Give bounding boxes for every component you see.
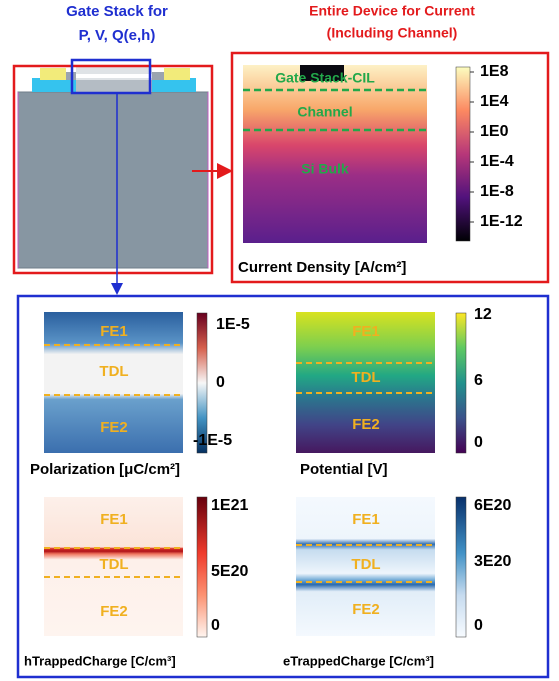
colorbar-label: 6 — [474, 372, 483, 389]
region-label: FE1 — [100, 511, 128, 528]
colorbar — [456, 67, 470, 241]
colorbar-label: 6E20 — [474, 497, 511, 514]
region-label: Si Bulk — [301, 161, 349, 177]
colorbar-label: 3E20 — [474, 553, 511, 570]
device — [18, 66, 208, 268]
region-label: FE1 — [100, 323, 128, 340]
left-title: Gate Stack for — [66, 3, 168, 20]
region-label: Gate Stack-CIL — [275, 70, 375, 86]
colorbar-label: 1E4 — [480, 93, 509, 110]
left-title: P, V, Q(e,h) — [79, 27, 156, 44]
colorbar — [197, 497, 207, 637]
colorbar-label: 12 — [474, 306, 492, 323]
caption: eTrappedCharge [C/cm³] — [283, 653, 434, 668]
region-label: FE2 — [100, 603, 128, 620]
heatmap — [243, 65, 427, 243]
region-label: TDL — [99, 363, 128, 380]
colorbar-label: 1E-5 — [216, 316, 250, 333]
colorbar-label: 0 — [211, 617, 220, 634]
right-title: Entire Device for Current — [309, 3, 475, 19]
figure: Gate Stack for P, V, Q(e,h) Entire Devic… — [0, 0, 559, 681]
colorbar-label: 1E-8 — [480, 183, 514, 200]
caption: Polarization [μC/cm²] — [30, 461, 180, 478]
colorbar-label: 0 — [474, 617, 483, 634]
region-label: Channel — [297, 104, 352, 120]
caption: Potential [V] — [300, 461, 388, 478]
region-label: TDL — [351, 369, 380, 386]
region-label: TDL — [99, 556, 128, 573]
colorbar-label: 0 — [474, 434, 483, 451]
region-label: FE2 — [352, 601, 380, 618]
caption: hTrappedCharge [C/cm³] — [24, 653, 176, 668]
colorbar — [456, 497, 466, 637]
right-title: (Including Channel) — [327, 25, 458, 41]
colorbar-label: 1E21 — [211, 497, 248, 514]
region-label: FE1 — [352, 511, 380, 528]
colorbar-label: 1E0 — [480, 123, 509, 140]
colorbar-label: 1E8 — [480, 63, 509, 80]
colorbar-label: 5E20 — [211, 563, 248, 580]
colorbar-label: -1E-5 — [193, 432, 232, 449]
colorbar-label: 0 — [216, 374, 225, 391]
caption: Current Density [A/cm²] — [238, 259, 406, 276]
region-label: FE2 — [352, 416, 380, 433]
colorbar-label: 1E-4 — [480, 153, 514, 170]
colorbar-label: 1E-12 — [480, 213, 523, 230]
region-label: FE1 — [352, 323, 380, 340]
colorbar — [456, 313, 466, 453]
region-label: TDL — [351, 556, 380, 573]
region-label: FE2 — [100, 419, 128, 436]
